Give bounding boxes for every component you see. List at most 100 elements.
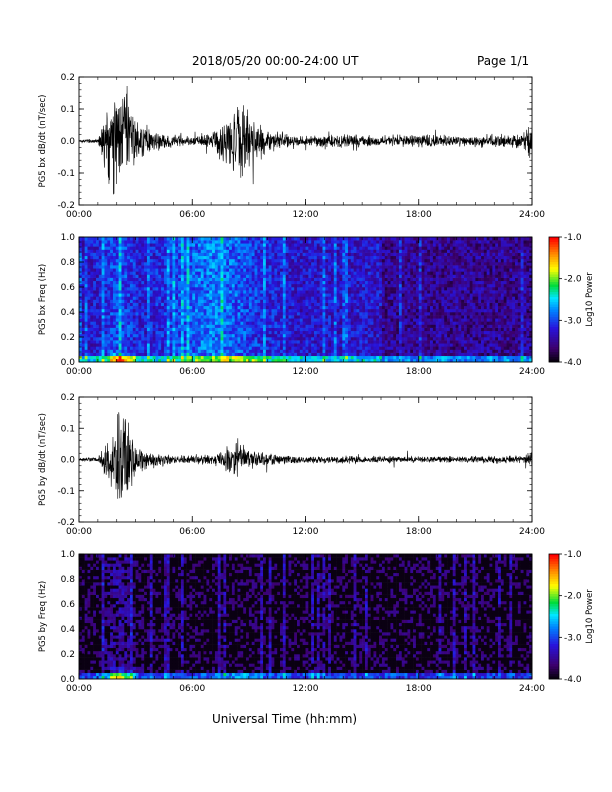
spectrogram-cell <box>328 352 332 357</box>
spectrogram-cell <box>393 343 397 347</box>
spectrogram-cell <box>217 258 221 263</box>
spectrogram-cell <box>297 355 301 360</box>
spectrogram-cell <box>243 252 247 257</box>
spectrogram-cell <box>350 305 354 310</box>
spectrogram-cell <box>364 290 369 294</box>
spectrogram-cell <box>209 330 213 335</box>
spectrogram-cell <box>200 312 204 316</box>
spectrogram-cell <box>135 246 139 250</box>
spectrogram-cell <box>186 346 190 350</box>
spectrogram-cell <box>370 318 374 322</box>
spectrogram-cell <box>390 324 394 328</box>
spectrogram-cell <box>322 340 326 344</box>
spectrogram-cell <box>118 343 122 347</box>
spectrogram-cell <box>203 268 207 272</box>
spectrogram-cell <box>421 346 425 350</box>
spectrogram-cell <box>325 243 329 247</box>
spectrogram-cell <box>396 283 400 288</box>
spectrogram-cell <box>112 280 117 285</box>
spectrogram-cell <box>172 333 176 338</box>
spectrogram-cell <box>87 277 91 282</box>
spectrogram-cell <box>107 346 111 350</box>
spectrogram-cell <box>127 321 131 325</box>
spectrogram-cell <box>149 355 153 360</box>
spectrogram-cell <box>297 312 301 316</box>
spectrogram-cell <box>410 249 414 253</box>
spectrogram-cell <box>240 243 244 247</box>
spectrogram-cell <box>254 290 258 294</box>
spectrogram-cell <box>396 262 400 266</box>
spectrogram-cell <box>87 352 91 357</box>
spectrogram-cell <box>347 280 352 285</box>
spectrogram-cell <box>231 299 236 303</box>
spectrogram-cell <box>381 358 386 363</box>
spectrogram-cell <box>98 274 102 278</box>
spectrogram-cell <box>209 280 213 285</box>
spectrogram-cell <box>155 296 159 300</box>
spectrogram-cell <box>285 358 289 363</box>
spectrogram-cell <box>356 337 360 341</box>
spectrogram-cell <box>322 352 326 357</box>
spectrogram-cell <box>127 340 131 344</box>
spectrogram-cell <box>112 358 117 363</box>
spectrogram-cell <box>189 287 193 291</box>
spectrogram-cell <box>311 243 315 247</box>
spectrogram-cell <box>305 255 309 260</box>
spectrogram-cell <box>364 262 369 266</box>
spectrogram-cell <box>132 337 136 341</box>
spectrogram-cell <box>90 246 94 250</box>
spectrogram-cell <box>316 337 320 341</box>
spectrogram-cell <box>220 243 224 247</box>
spectrogram-cell <box>112 321 117 325</box>
spectrogram-cell <box>172 349 176 353</box>
spectrogram-cell <box>243 299 247 303</box>
spectrogram-cell <box>192 355 196 360</box>
spectrogram-cell <box>203 337 207 341</box>
spectrogram-cell <box>350 255 354 260</box>
spectrogram-cell <box>98 349 102 353</box>
spectrogram-cell <box>152 296 156 300</box>
spectrogram-cell <box>319 258 323 263</box>
spectrogram-cell <box>246 305 250 310</box>
spectrogram-cell <box>336 293 340 297</box>
spectrogram-cell <box>203 258 207 263</box>
spectrogram-cell <box>339 327 343 332</box>
spectrogram-cell <box>347 349 352 353</box>
spectrogram-cell <box>243 274 247 278</box>
spectrogram-cell <box>285 287 289 291</box>
spectrogram-cell <box>112 274 117 278</box>
spectrogram-cell <box>336 243 340 247</box>
spectrogram-cell <box>257 346 261 350</box>
spectrogram-cell <box>135 355 139 360</box>
spectrogram-cell <box>415 308 420 313</box>
spectrogram-cell <box>356 327 360 332</box>
spectrogram-cell <box>220 299 224 303</box>
spectrogram-cell <box>302 352 306 357</box>
spectrogram-cell <box>280 240 284 244</box>
spectrogram-cell <box>138 237 142 241</box>
spectrogram-cell <box>141 346 145 350</box>
spectrogram-cell <box>115 321 119 325</box>
spectrogram-cell <box>421 271 425 275</box>
spectrogram-cell <box>135 262 139 266</box>
spectrogram-cell <box>396 290 400 294</box>
spectrogram-cell <box>370 240 374 244</box>
spectrogram-cell <box>161 280 165 285</box>
spectrogram-cell <box>163 280 168 285</box>
spectrogram-cell <box>101 268 105 272</box>
spectrogram-cell <box>373 290 377 294</box>
spectrogram-cell <box>169 277 173 282</box>
spectrogram-cell <box>243 343 247 347</box>
spectrogram-cell <box>95 302 100 307</box>
spectrogram-cell <box>285 343 289 347</box>
spectrogram-cell <box>195 302 199 307</box>
spectrogram-cell <box>280 246 284 250</box>
spectrogram-cell <box>231 315 236 319</box>
spectrogram-cell <box>367 274 371 278</box>
spectrogram-cell <box>144 255 148 260</box>
spectrogram-cell <box>277 287 281 291</box>
spectrogram-cell <box>101 333 105 338</box>
spectrogram-cell <box>161 255 165 260</box>
spectrogram-cell <box>347 305 352 310</box>
spectrogram-cell <box>299 246 303 250</box>
